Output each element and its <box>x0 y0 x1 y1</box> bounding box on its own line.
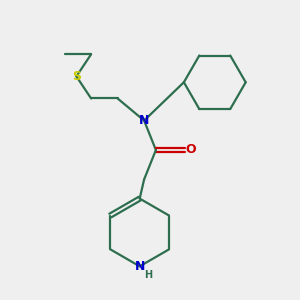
Text: H: H <box>145 269 153 280</box>
Text: S: S <box>72 70 81 83</box>
Text: N: N <box>139 114 149 127</box>
Text: O: O <box>185 143 196 157</box>
Text: N: N <box>134 260 145 273</box>
